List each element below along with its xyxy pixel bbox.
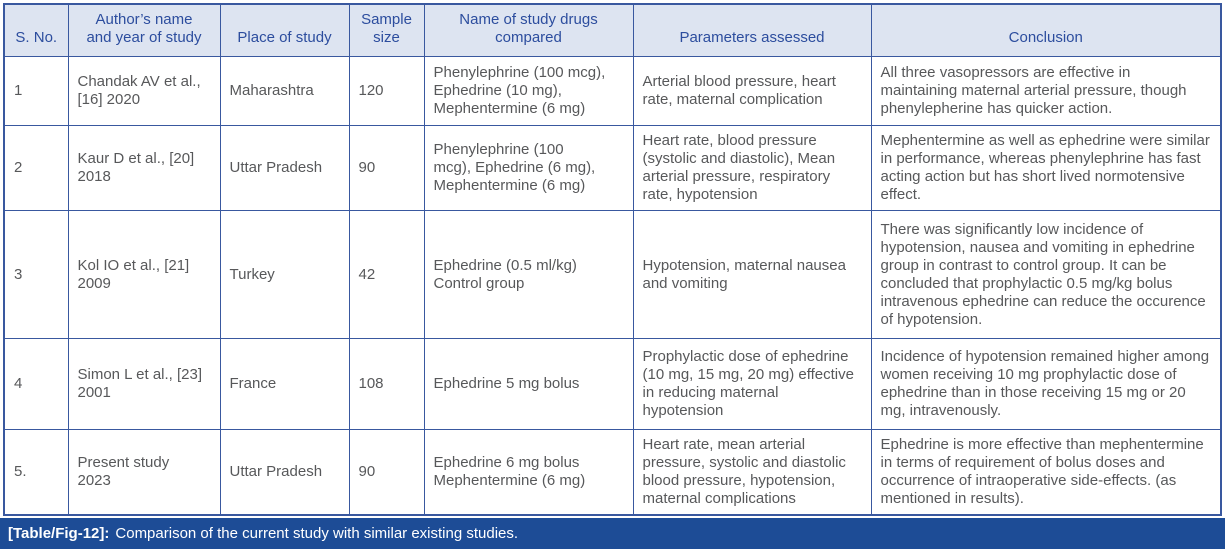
cell-conclusion: Ephedrine is more effective than mephent…: [870, 429, 1222, 516]
cell-sample: 90: [348, 429, 425, 516]
column-header-place: Place of study: [219, 3, 350, 57]
column-header-drugs: Name of study drugs compared: [423, 3, 634, 57]
cell-parameters: Heart rate, mean arterial pressure, syst…: [632, 429, 872, 516]
cell-sample: 120: [348, 56, 425, 126]
cell-place: Uttar Pradesh: [219, 125, 350, 211]
column-header-author: Author’s name and year of study: [67, 3, 221, 57]
table-row: 5. Present study 2023 Uttar Pradesh 90 E…: [3, 429, 1222, 516]
table-header: S. No. Author’s name and year of study P…: [3, 3, 1222, 57]
cell-drugs: Ephedrine 5 mg bolus: [423, 338, 634, 430]
table-row: 2 Kaur D et al., [20] 2018 Uttar Pradesh…: [3, 125, 1222, 211]
cell-place: Turkey: [219, 210, 350, 339]
column-header-sample: Sample size: [348, 3, 425, 57]
cell-sample: 42: [348, 210, 425, 339]
table-row: 3 Kol IO et al., [21] 2009 Turkey 42 Eph…: [3, 210, 1222, 339]
table-body: 1 Chandak AV et al., [16] 2020 Maharasht…: [3, 56, 1222, 516]
column-header-conclusion: Conclusion: [870, 3, 1222, 57]
cell-parameters: Hypotension, maternal nausea and vomitin…: [632, 210, 872, 339]
cell-drugs: Ephedrine (0.5 ml/kg) Control group: [423, 210, 634, 339]
cell-sno: 3: [3, 210, 69, 339]
cell-sno: 1: [3, 56, 69, 126]
cell-conclusion: Incidence of hypotension remained higher…: [870, 338, 1222, 430]
table-row: 1 Chandak AV et al., [16] 2020 Maharasht…: [3, 56, 1222, 126]
cell-author: Simon L et al., [23] 2001: [67, 338, 221, 430]
caption-text: Comparison of the current study with sim…: [115, 525, 519, 542]
caption-figure-label: [Table/Fig-12]:: [8, 525, 110, 542]
cell-drugs: Phenylephrine (100 mcg), Ephedrine (10 m…: [423, 56, 634, 126]
cell-conclusion: There was significantly low incidence of…: [870, 210, 1222, 339]
cell-sno: 4: [3, 338, 69, 430]
table-row: 4 Simon L et al., [23] 2001 France 108 E…: [3, 338, 1222, 430]
cell-sno: 5.: [3, 429, 69, 516]
cell-parameters: Prophylactic dose of ephedrine (10 mg, 1…: [632, 338, 872, 430]
cell-conclusion: Mephentermine as well as ephedrine were …: [870, 125, 1222, 211]
cell-sample: 108: [348, 338, 425, 430]
cell-place: Maharashtra: [219, 56, 350, 126]
table-caption-bar: [Table/Fig-12]: Comparison of the curren…: [0, 518, 1225, 549]
cell-author: Kaur D et al., [20] 2018: [67, 125, 221, 211]
cell-place: Uttar Pradesh: [219, 429, 350, 516]
cell-author: Chandak AV et al., [16] 2020: [67, 56, 221, 126]
cell-author: Kol IO et al., [21] 2009: [67, 210, 221, 339]
header-row: S. No. Author’s name and year of study P…: [3, 3, 1222, 57]
column-header-sno: S. No.: [3, 3, 69, 57]
cell-parameters: Heart rate, blood pressure (systolic and…: [632, 125, 872, 211]
paper-table-figure: S. No. Author’s name and year of study P…: [0, 3, 1225, 549]
cell-place: France: [219, 338, 350, 430]
column-header-parameters: Parameters assessed: [632, 3, 872, 57]
comparison-table: S. No. Author’s name and year of study P…: [3, 3, 1222, 516]
cell-drugs: Ephedrine 6 mg bolus Mephentermine (6 mg…: [423, 429, 634, 516]
cell-conclusion: All three vasopressors are effective in …: [870, 56, 1222, 126]
cell-sample: 90: [348, 125, 425, 211]
cell-author: Present study 2023: [67, 429, 221, 516]
cell-drugs: Phenylephrine (100 mcg), Ephedrine (6 mg…: [423, 125, 634, 211]
cell-sno: 2: [3, 125, 69, 211]
cell-parameters: Arterial blood pressure, heart rate, mat…: [632, 56, 872, 126]
